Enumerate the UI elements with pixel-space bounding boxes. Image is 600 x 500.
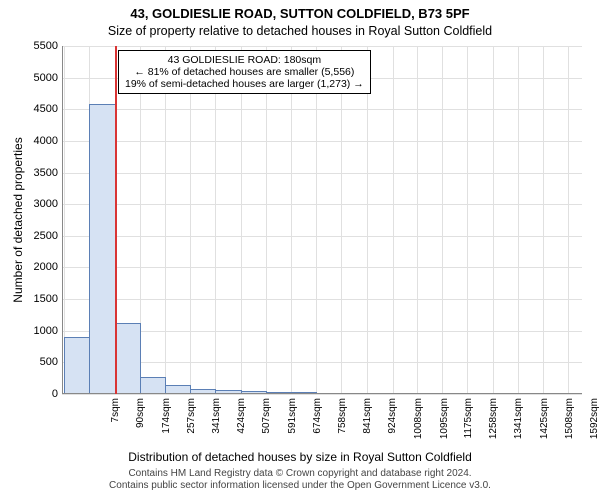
histogram-bar <box>64 337 90 394</box>
y-tick-label: 2500 <box>22 230 58 242</box>
x-tick-label: 90sqm <box>135 398 146 448</box>
x-tick-label: 1175sqm <box>463 398 474 448</box>
annotation-line: ← 81% of detached houses are smaller (5,… <box>125 66 364 78</box>
gridline-v <box>393 46 394 394</box>
x-tick-label: 1425sqm <box>539 398 550 448</box>
y-tick-label: 3500 <box>22 167 58 179</box>
gridline-v <box>341 46 342 394</box>
histogram-bar <box>115 323 141 394</box>
x-tick-label: 591sqm <box>287 398 298 448</box>
y-tick-label: 4000 <box>22 135 58 147</box>
gridline-v <box>568 46 569 394</box>
chart-subtitle: Size of property relative to detached ho… <box>0 24 600 38</box>
gridline-v <box>417 46 418 394</box>
gridline-v <box>518 46 519 394</box>
histogram-bar <box>140 377 166 394</box>
x-tick-label: 507sqm <box>261 398 272 448</box>
x-tick-label: 1592sqm <box>589 398 600 448</box>
gridline-v <box>493 46 494 394</box>
x-tick-label: 1341sqm <box>513 398 524 448</box>
y-axis-line <box>62 46 63 394</box>
x-axis-line <box>62 393 582 394</box>
gridline-v <box>543 46 544 394</box>
gridline-v <box>367 46 368 394</box>
gridline-v <box>467 46 468 394</box>
histogram-bar <box>89 104 115 394</box>
histogram-plot-area: 43 GOLDIESLIE ROAD: 180sqm← 81% of detac… <box>62 46 582 394</box>
x-tick-label: 1508sqm <box>564 398 575 448</box>
x-tick-label: 174sqm <box>161 398 172 448</box>
gridline-v <box>442 46 443 394</box>
gridline-v <box>190 46 191 394</box>
x-tick-label: 1258sqm <box>488 398 499 448</box>
x-tick-label: 257sqm <box>186 398 197 448</box>
y-tick-label: 2000 <box>22 261 58 273</box>
y-axis-label: Number of detached properties <box>11 137 25 302</box>
annotation-box: 43 GOLDIESLIE ROAD: 180sqm← 81% of detac… <box>118 50 371 94</box>
x-tick-label: 7sqm <box>110 398 121 448</box>
y-tick-label: 5500 <box>22 40 58 52</box>
x-tick-label: 424sqm <box>236 398 247 448</box>
x-tick-label: 1095sqm <box>439 398 450 448</box>
x-tick-label: 341sqm <box>211 398 222 448</box>
annotation-line: 43 GOLDIESLIE ROAD: 180sqm <box>125 54 364 66</box>
y-tick-label: 4500 <box>22 103 58 115</box>
gridline-v <box>165 46 166 394</box>
gridline-v <box>215 46 216 394</box>
x-axis-label: Distribution of detached houses by size … <box>0 450 600 464</box>
x-tick-label: 841sqm <box>362 398 373 448</box>
y-tick-label: 5000 <box>22 72 58 84</box>
footer-line-2: Contains public sector information licen… <box>0 480 600 492</box>
y-tick-label: 1500 <box>22 293 58 305</box>
x-tick-label: 1008sqm <box>413 398 424 448</box>
gridline-v <box>241 46 242 394</box>
x-tick-label: 924sqm <box>387 398 398 448</box>
gridline-v <box>291 46 292 394</box>
footer-line-1: Contains HM Land Registry data © Crown c… <box>0 468 600 480</box>
gridline-v <box>316 46 317 394</box>
attribution-footer: Contains HM Land Registry data © Crown c… <box>0 468 600 492</box>
y-tick-label: 1000 <box>22 325 58 337</box>
y-tick-label: 3000 <box>22 198 58 210</box>
y-tick-label: 0 <box>22 388 58 400</box>
gridline-h <box>62 394 582 395</box>
annotation-line: 19% of semi-detached houses are larger (… <box>125 78 364 90</box>
x-tick-label: 758sqm <box>337 398 348 448</box>
y-tick-label: 500 <box>22 356 58 368</box>
x-tick-label: 674sqm <box>312 398 323 448</box>
gridline-v <box>266 46 267 394</box>
property-marker-line <box>115 46 117 394</box>
chart-title: 43, GOLDIESLIE ROAD, SUTTON COLDFIELD, B… <box>0 6 600 21</box>
